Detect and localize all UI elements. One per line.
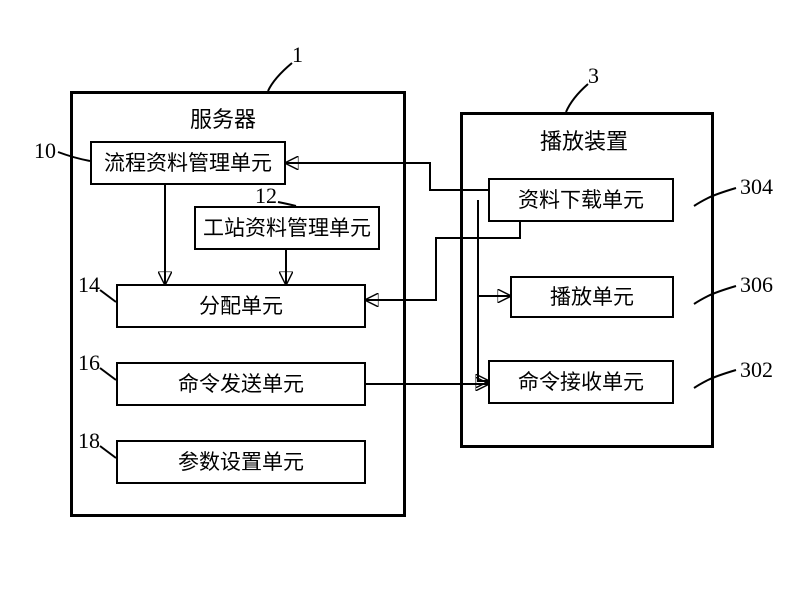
node-station: 工站资料管理单元 bbox=[194, 206, 380, 250]
node-dispatch: 分配单元 bbox=[116, 284, 366, 328]
label-306: 306 bbox=[740, 272, 773, 298]
node-download: 资料下载单元 bbox=[488, 178, 674, 222]
label-10: 10 bbox=[34, 138, 56, 164]
label-14: 14 bbox=[78, 272, 100, 298]
label-304: 304 bbox=[740, 174, 773, 200]
player-title: 播放装置 bbox=[540, 124, 628, 156]
server-title: 服务器 bbox=[190, 102, 256, 134]
label-player-3: 3 bbox=[588, 63, 599, 89]
label-302: 302 bbox=[740, 357, 773, 383]
node-send: 命令发送单元 bbox=[116, 362, 366, 406]
label-12: 12 bbox=[255, 183, 277, 209]
node-param: 参数设置单元 bbox=[116, 440, 366, 484]
node-flow: 流程资料管理单元 bbox=[90, 141, 286, 185]
label-server-1: 1 bbox=[292, 42, 303, 68]
node-recv: 命令接收单元 bbox=[488, 360, 674, 404]
label-16: 16 bbox=[78, 350, 100, 376]
node-play: 播放单元 bbox=[510, 276, 674, 318]
label-18: 18 bbox=[78, 428, 100, 454]
